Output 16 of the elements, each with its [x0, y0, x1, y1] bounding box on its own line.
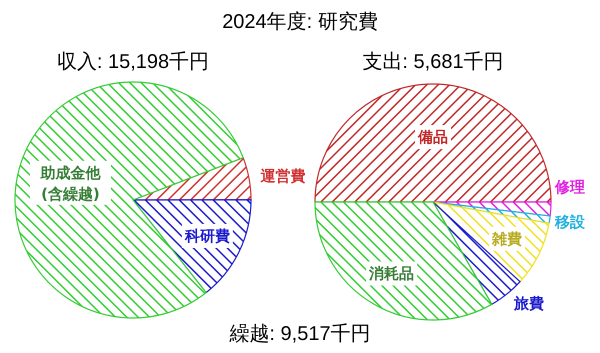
chart-title: 2024年度: 研究費	[222, 11, 378, 33]
slice-label: 旅費	[513, 294, 544, 312]
pie-slice	[314, 84, 552, 203]
chart-title: 支出: 5,681千円	[362, 51, 504, 73]
chart-subtitle: 収入: 15,198千円	[56, 51, 210, 73]
slice-label: 消耗品	[368, 264, 414, 282]
slice-label: 修理	[554, 178, 585, 196]
pie-slice	[314, 201, 492, 321]
pie-slice	[14, 82, 244, 319]
slice-label: 運営費	[260, 167, 306, 186]
text: 繰越: 9,517千円	[228, 323, 371, 345]
slice-label: 科研費	[184, 226, 230, 245]
slice-label: 雑費	[490, 230, 522, 248]
slice-label: 移設	[554, 213, 586, 231]
slice-label: 助成金他(含繰越)	[39, 164, 102, 203]
slice-label: 備品	[417, 128, 448, 146]
